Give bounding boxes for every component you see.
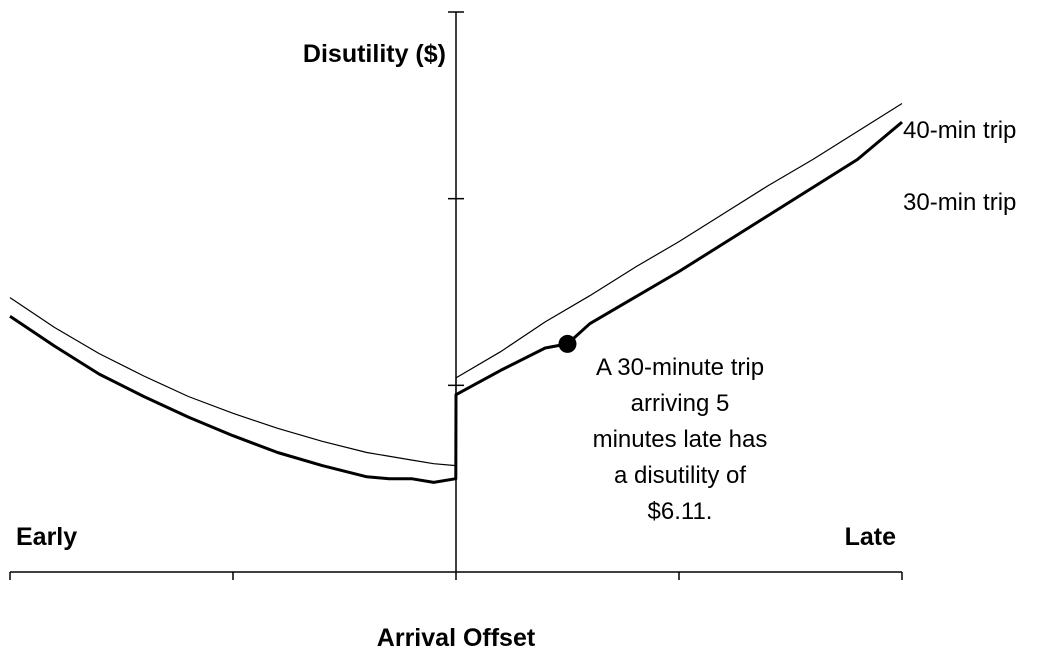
series-label-30-min-trip: 30-min trip	[903, 189, 1016, 216]
x-axis-left-end-label: Early	[16, 523, 77, 551]
series-group	[9, 102, 903, 484]
annotation-line: arriving 5	[631, 390, 730, 417]
annotation-line: A 30-minute trip	[596, 354, 764, 381]
annotation: A 30-minute trip arriving 5 minutes late…	[593, 354, 768, 525]
x-axis-label: Arrival Offset	[377, 624, 536, 652]
annotation-line: a disutility of	[614, 462, 746, 489]
series-label-40-min-trip: 40-min trip	[903, 117, 1016, 144]
series-line-30-min-trip	[9, 120, 903, 484]
annotation-line: $6.11.	[648, 498, 713, 525]
annotation-line: minutes late has	[593, 426, 768, 453]
x-axis-ticks	[9, 572, 903, 580]
x-axis-right-end-label: Late	[845, 523, 897, 551]
highlight-point	[558, 334, 577, 353]
y-axis-label: Disutility ($)	[303, 40, 446, 68]
